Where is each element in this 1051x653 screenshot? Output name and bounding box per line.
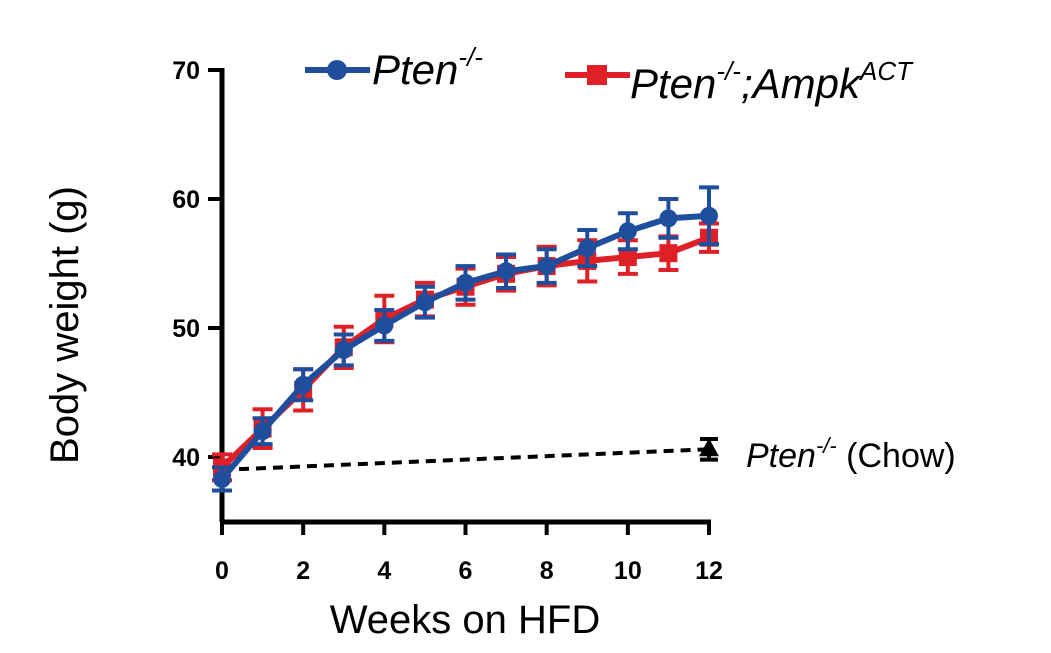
series-pten-ampk — [212, 221, 719, 483]
data-point-0-7 — [497, 262, 516, 281]
data-point-0-11 — [659, 209, 678, 228]
legend-label-pten-ampk-sup2: ACT — [858, 56, 914, 86]
legend-item-pten-ampk: Pten-/-;AmpkACT — [565, 56, 914, 107]
legend-marker-pten-ampk — [587, 65, 607, 85]
legend-label-pten-ampk: Pten-/-;AmpkACT — [630, 56, 914, 107]
reference-label-rest: (Chow) — [837, 437, 956, 475]
series-pten — [212, 185, 719, 493]
reference-layer — [221, 436, 719, 472]
series-layer — [212, 185, 719, 493]
data-point-1-11 — [659, 244, 678, 263]
x-tick-label-8: 8 — [540, 557, 554, 585]
x-tick-label-12: 12 — [695, 557, 723, 585]
legend: Pten-/- Pten-/-;AmpkACT — [305, 42, 914, 107]
data-point-0-1 — [253, 422, 272, 441]
legend-label-pten-sup: -/- — [458, 42, 483, 72]
x-tick-label-4: 4 — [377, 557, 391, 585]
data-point-0-2 — [294, 375, 313, 394]
data-point-0-8 — [537, 257, 556, 276]
x-axis-title: Weeks on HFD — [330, 598, 600, 642]
y-tick-label-70: 70 — [172, 57, 200, 85]
data-point-0-5 — [415, 293, 434, 312]
x-tick-label-6: 6 — [459, 557, 473, 585]
y-tick-label-40: 40 — [172, 444, 200, 472]
legend-label-pten-ampk-sup: -/- — [716, 56, 741, 86]
y-tick-label-60: 60 — [172, 186, 200, 214]
legend-label-pten: Pten-/- — [372, 42, 483, 93]
legend-marker-pten — [327, 60, 347, 80]
data-point-0-6 — [456, 273, 475, 292]
data-point-0-9 — [578, 239, 597, 258]
reference-label-main: Pten — [746, 437, 816, 475]
data-point-1-10 — [618, 248, 637, 267]
legend-label-pten-ampk-mid: ;Ampk — [741, 60, 862, 107]
data-point-0-10 — [618, 222, 637, 241]
reference-dashed-line — [221, 447, 710, 472]
y-tick-label-50: 50 — [172, 315, 200, 343]
data-point-0-3 — [334, 340, 353, 359]
y-axis-title: Body weight (g) — [43, 186, 87, 464]
legend-label-pten-ampk-main: Pten — [630, 60, 716, 107]
legend-label-pten-main: Pten — [372, 46, 458, 93]
x-tick-label-2: 2 — [296, 557, 310, 585]
data-point-0-12 — [700, 206, 718, 225]
legend-item-pten: Pten-/- — [305, 42, 483, 93]
reference-marker-triangle — [699, 438, 719, 457]
x-tick-label-0: 0 — [215, 557, 229, 585]
x-tick-label-10: 10 — [614, 557, 642, 585]
data-point-0-4 — [375, 316, 394, 335]
reference-label-sup: -/- — [816, 433, 837, 458]
reference-label: Pten-/- (Chow) — [746, 433, 956, 475]
axes: 40 50 60 70 0 2 4 6 8 10 12 — [172, 57, 723, 585]
data-point-0-0 — [213, 469, 231, 488]
